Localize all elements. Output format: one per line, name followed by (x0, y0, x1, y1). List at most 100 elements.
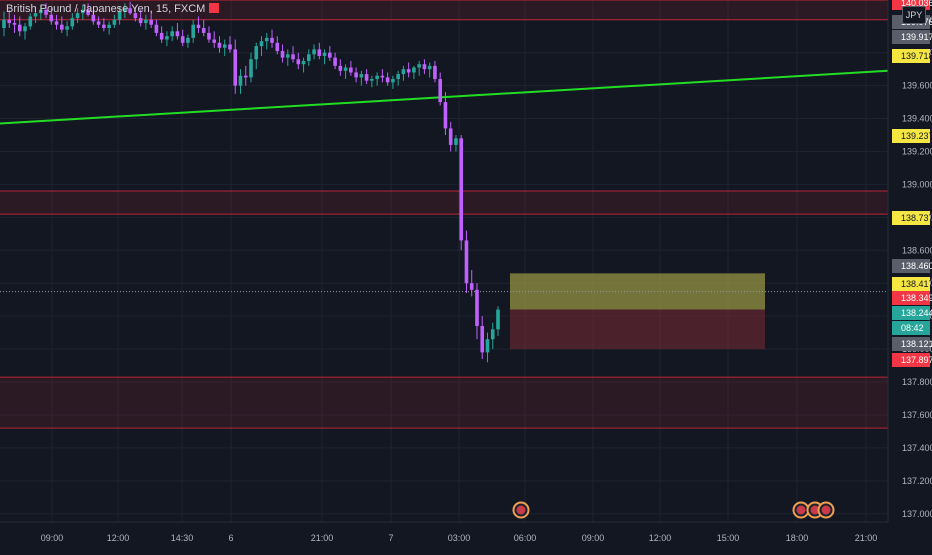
candle-body (380, 75, 385, 78)
time-tick-label: 12:00 (107, 533, 130, 543)
candle-body (144, 19, 148, 24)
candle-body (296, 59, 301, 65)
candle-body (443, 102, 448, 129)
price-label-background (892, 321, 930, 335)
time-tick-label: 09:00 (582, 533, 605, 543)
time-axis[interactable]: 09:00 12:00 14:30 6 21:00 7 03:00 06:00 09:00 12:… (0, 521, 888, 550)
candle-body (217, 42, 222, 48)
candle-body (54, 21, 59, 25)
candle-body (490, 329, 495, 340)
candle-body (349, 67, 353, 73)
candle-body (254, 46, 259, 60)
candle-body (259, 41, 264, 47)
candle-body (138, 18, 143, 24)
candle-body (17, 24, 22, 32)
candle-body (270, 37, 274, 43)
candle-body (243, 75, 248, 78)
symbol-title[interactable]: British Pound / Japanese Yen, 15, FXCM (6, 3, 220, 15)
candle-body (475, 289, 479, 327)
time-tick-label: 09:00 (41, 533, 64, 543)
candle-body (459, 138, 464, 241)
price-label-background (892, 211, 930, 225)
candle-body (343, 67, 348, 71)
candle-body (249, 59, 253, 78)
candle-body (102, 24, 106, 28)
candle-body (307, 54, 311, 61)
candle-body (438, 79, 442, 103)
candle-body (212, 39, 217, 43)
candle-body (328, 52, 332, 58)
candle-body (427, 65, 432, 70)
candle-body (65, 26, 69, 30)
candle-body (133, 13, 138, 19)
price-label: 138.737 (901, 213, 932, 223)
candle-body (480, 326, 485, 353)
candle-body (417, 64, 421, 68)
symbol-title-text: British Pound / Japanese Yen, 15, FXCM (6, 3, 206, 15)
candle-body (186, 37, 190, 43)
candle-body (312, 49, 316, 55)
price-axis-background (888, 0, 932, 550)
currency-badge[interactable]: JPY (902, 6, 926, 24)
candle-body (123, 8, 127, 12)
candle-body (264, 37, 269, 42)
candle-body (107, 24, 111, 28)
event-flag-inner-icon (821, 505, 831, 515)
candle-body (128, 8, 132, 14)
position-tool[interactable] (510, 273, 765, 350)
candle-body (280, 51, 285, 58)
candle-body (159, 32, 164, 40)
candle-body (364, 74, 369, 81)
candle-body (81, 9, 85, 14)
price-label: 138.121 (901, 339, 932, 349)
candle-body (285, 54, 290, 58)
price-label-background (892, 30, 930, 44)
candle-body (464, 240, 469, 284)
time-tick-label: 6 (228, 533, 233, 543)
price-label-background (892, 306, 930, 320)
candle-body (7, 19, 12, 24)
price-label-background (892, 0, 930, 10)
candle-body (485, 339, 490, 353)
candle-body (385, 77, 390, 83)
time-tick-label: 12:00 (649, 533, 672, 543)
candle-body (401, 69, 406, 75)
candle-body (60, 24, 64, 30)
price-tick-label: 139.200 (902, 146, 932, 156)
candle-body (175, 31, 180, 37)
price-label-background (892, 291, 930, 305)
candle-body (301, 60, 306, 65)
time-tick-label: 18:00 (786, 533, 809, 543)
price-label: 137.897 (901, 355, 932, 365)
candle-body (44, 9, 48, 15)
price-label: 139.237 (901, 131, 932, 141)
price-label-background (892, 337, 930, 351)
time-tick-label: 7 (388, 533, 393, 543)
event-flag-inner-icon (810, 505, 820, 515)
candle-body (275, 42, 280, 52)
candle-body (354, 72, 358, 78)
support-resistance-zone (0, 377, 888, 429)
candle-body (322, 52, 327, 56)
status-square-icon (209, 3, 220, 13)
stop-zone (510, 309, 765, 350)
price-tick-label: 137.000 (902, 509, 932, 519)
candle-body (154, 24, 159, 33)
trendline[interactable] (0, 69, 889, 125)
candle-body (454, 138, 458, 145)
time-axis-background (0, 522, 888, 550)
candle-body (91, 14, 96, 22)
event-flag-inner-icon (796, 505, 806, 515)
price-label: 139.917 (901, 32, 932, 42)
price-axis[interactable]: 140.000139.800139.600139.400139.200139.0… (887, 0, 932, 550)
candle-body (422, 64, 427, 70)
candle-body (86, 9, 90, 15)
price-label: 08:42 (901, 323, 924, 333)
event-markers[interactable] (512, 501, 835, 519)
candle-body (391, 79, 395, 83)
trendline-segment (0, 69, 889, 125)
candle-body (28, 16, 33, 27)
candle-body (23, 26, 27, 32)
